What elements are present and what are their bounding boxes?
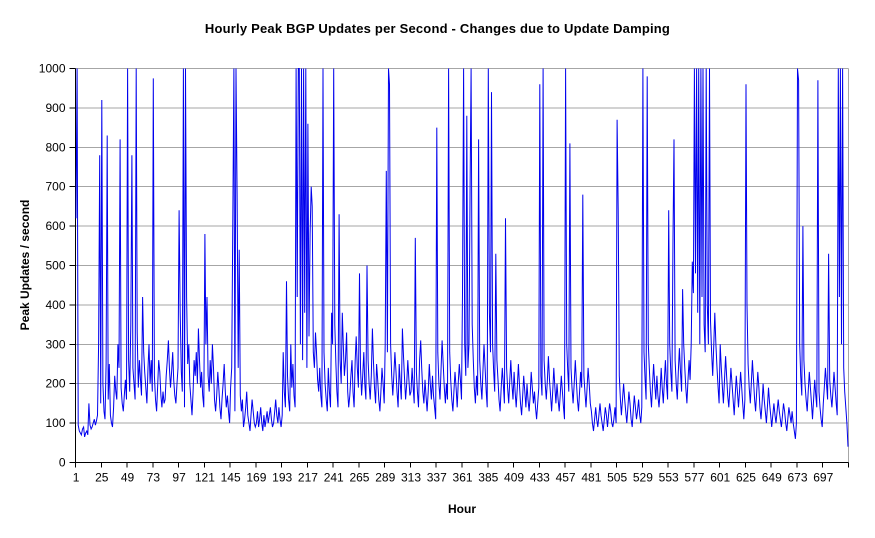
svg-text:481: 481 xyxy=(581,471,601,485)
svg-text:337: 337 xyxy=(427,471,447,485)
svg-text:0: 0 xyxy=(59,456,66,470)
svg-text:800: 800 xyxy=(45,140,65,154)
svg-text:241: 241 xyxy=(324,471,344,485)
svg-text:169: 169 xyxy=(246,471,266,485)
svg-text:500: 500 xyxy=(45,259,65,273)
svg-text:361: 361 xyxy=(453,471,473,485)
svg-text:100: 100 xyxy=(45,416,65,430)
svg-text:49: 49 xyxy=(121,471,135,485)
svg-text:265: 265 xyxy=(349,471,369,485)
svg-text:300: 300 xyxy=(45,337,65,351)
svg-text:73: 73 xyxy=(147,471,161,485)
svg-text:313: 313 xyxy=(401,471,421,485)
svg-text:385: 385 xyxy=(478,471,498,485)
svg-text:1: 1 xyxy=(73,471,80,485)
svg-text:1000: 1000 xyxy=(39,62,66,76)
svg-text:673: 673 xyxy=(787,471,807,485)
svg-text:200: 200 xyxy=(45,377,65,391)
x-axis-title: Hour xyxy=(448,502,476,516)
svg-text:601: 601 xyxy=(710,471,730,485)
svg-text:409: 409 xyxy=(504,471,524,485)
svg-text:700: 700 xyxy=(45,180,65,194)
svg-text:900: 900 xyxy=(45,101,65,115)
svg-text:289: 289 xyxy=(375,471,395,485)
svg-text:553: 553 xyxy=(659,471,679,485)
chart-title: Hourly Peak BGP Updates per Second - Cha… xyxy=(204,21,671,36)
svg-text:649: 649 xyxy=(762,471,782,485)
svg-text:97: 97 xyxy=(172,471,186,485)
svg-text:145: 145 xyxy=(221,471,241,485)
svg-text:400: 400 xyxy=(45,298,65,312)
svg-text:193: 193 xyxy=(272,471,292,485)
svg-text:25: 25 xyxy=(95,471,109,485)
svg-text:505: 505 xyxy=(607,471,627,485)
svg-text:600: 600 xyxy=(45,219,65,233)
svg-text:529: 529 xyxy=(633,471,653,485)
svg-text:625: 625 xyxy=(736,471,756,485)
svg-text:433: 433 xyxy=(530,471,550,485)
svg-text:121: 121 xyxy=(195,471,215,485)
svg-text:577: 577 xyxy=(684,471,704,485)
svg-text:217: 217 xyxy=(298,471,318,485)
svg-text:457: 457 xyxy=(556,471,576,485)
svg-text:697: 697 xyxy=(813,471,833,485)
